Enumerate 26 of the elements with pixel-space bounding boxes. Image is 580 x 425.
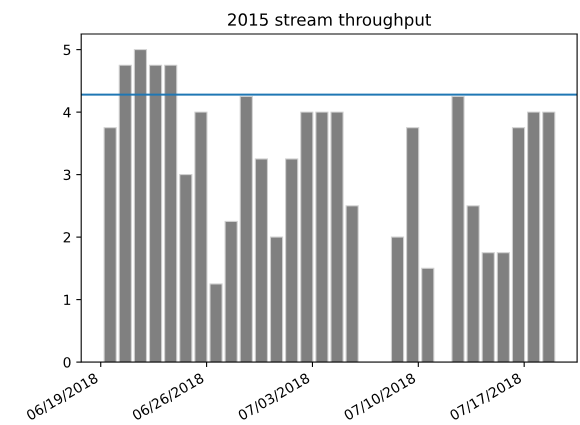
y-tick-label: 5 <box>64 44 70 56</box>
bar <box>421 268 434 362</box>
bar <box>134 49 148 362</box>
bar <box>346 205 359 362</box>
bar <box>496 252 510 362</box>
y-tick-label: 4 <box>63 107 71 118</box>
bar <box>482 252 495 362</box>
chart-title: 2015 stream throughput <box>228 13 432 30</box>
bar <box>315 112 329 362</box>
bar <box>148 64 162 362</box>
bar <box>270 236 284 362</box>
bar <box>451 96 465 362</box>
bar <box>330 112 344 362</box>
bar <box>209 283 223 362</box>
bar <box>194 112 208 362</box>
y-tick-label: 2 <box>64 232 70 242</box>
bar <box>254 158 268 362</box>
bar <box>542 112 556 362</box>
bar <box>406 127 420 362</box>
bar <box>527 112 540 362</box>
bar <box>512 127 526 362</box>
y-tick-label: 0 <box>64 357 71 368</box>
y-tick-label: 1 <box>64 294 70 305</box>
y-tick-label: 3 <box>64 170 70 180</box>
bar <box>390 236 404 362</box>
bar <box>466 205 480 362</box>
